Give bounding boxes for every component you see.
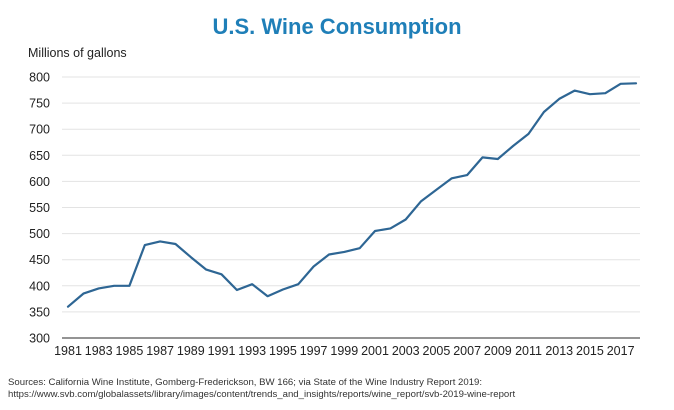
x-tick-label: 2009 xyxy=(484,344,512,358)
y-tick-label: 750 xyxy=(29,97,50,111)
x-tick-label: 2003 xyxy=(392,344,420,358)
x-tick-label: 1991 xyxy=(208,344,236,358)
x-tick-label: 2011 xyxy=(515,344,542,358)
y-tick-label: 350 xyxy=(29,305,50,319)
x-tick-label: 1985 xyxy=(115,344,143,358)
y-tick-label: 300 xyxy=(29,332,50,346)
y-tick-label: 650 xyxy=(29,149,50,163)
series-line xyxy=(66,82,638,308)
source-line-2: https://www.svb.com/globalassets/library… xyxy=(8,389,516,400)
y-tick-label: 450 xyxy=(29,253,50,267)
y-tick-label: 800 xyxy=(29,71,50,85)
x-tick-label: 1987 xyxy=(146,344,174,358)
y-tick-label: 700 xyxy=(29,123,50,137)
x-tick-label: 2013 xyxy=(545,344,573,358)
x-tick-label: 1995 xyxy=(269,344,297,358)
chart-title: U.S. Wine Consumption xyxy=(212,14,462,39)
x-tick-label: 1981 xyxy=(54,344,82,358)
x-tick-label: 2005 xyxy=(423,344,451,358)
y-tick-label: 400 xyxy=(29,279,50,293)
x-tick-label: 2007 xyxy=(453,344,481,358)
x-tick-label: 1999 xyxy=(330,344,358,358)
gridlines xyxy=(62,76,640,313)
source-line-1: Sources: California Wine Institute, Gomb… xyxy=(8,377,483,388)
source-note: Sources: California Wine Institute, Gomb… xyxy=(8,377,515,401)
x-tick-label: 2017 xyxy=(607,344,635,358)
y-tick-label: 550 xyxy=(29,201,50,215)
series-group xyxy=(66,82,638,308)
y-tick-label: 600 xyxy=(29,175,50,189)
x-tick-label: 2015 xyxy=(576,344,604,358)
x-tick-labels: 1981 1983 1985 1987 1989 1991 1993 1995 1997 1999… xyxy=(54,344,635,358)
y-axis-label: Millions of gallons xyxy=(28,46,127,60)
x-tick-label: 1983 xyxy=(85,344,113,358)
x-tick-label: 1997 xyxy=(300,344,328,358)
x-tick-label: 1989 xyxy=(177,344,205,358)
x-tick-label: 2001 xyxy=(361,344,389,358)
x-tick-label: 1993 xyxy=(238,344,266,358)
y-tick-labels: 300 350 400 450 500 550 600 650 700 750 800 xyxy=(29,71,50,346)
y-tick-label: 500 xyxy=(29,227,50,241)
